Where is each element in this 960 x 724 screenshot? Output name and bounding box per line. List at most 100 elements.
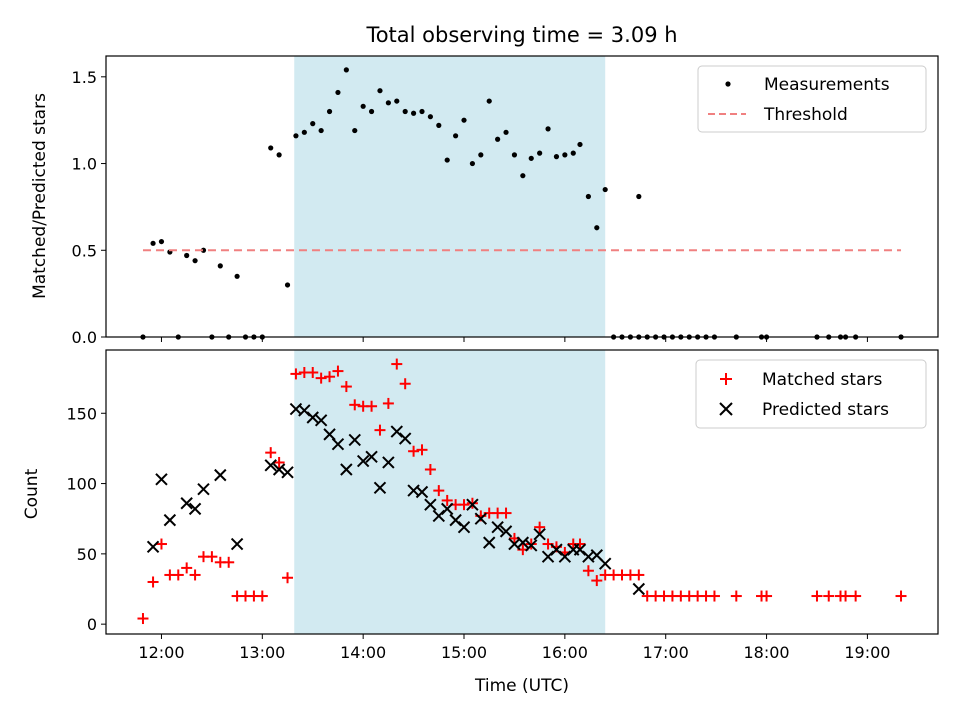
- measurement-point: [318, 127, 324, 134]
- predicted-star-point: [415, 485, 429, 499]
- measurement-point: [419, 108, 425, 115]
- measurement-point: [192, 258, 198, 264]
- measurement-point: [368, 108, 375, 115]
- measurement-point: [495, 136, 501, 142]
- measurement-point: [293, 133, 299, 139]
- matched-star-point: [256, 590, 268, 602]
- predicted-star-point: [632, 582, 646, 596]
- matched-star-point: [730, 590, 742, 602]
- matched-star-point: [290, 368, 302, 380]
- count-plot-ticks: 0 50 100 150 12:00 13:00 14:00 15:00 16:00 17:00 1…: [66, 404, 890, 662]
- count-y-axis-label: Count: [22, 468, 42, 519]
- ratio-legend-box: [697, 65, 927, 133]
- matched-star-point: [399, 378, 411, 390]
- measurement-point: [301, 129, 307, 135]
- measurement-point: [537, 150, 543, 156]
- predicted-star-point: [483, 536, 496, 549]
- measurement-point: [602, 186, 608, 193]
- measurement-point: [326, 108, 333, 115]
- ratio-plot-ticks: 0.0 0.5 1.0 1.5: [72, 68, 868, 347]
- matched-star-point: [761, 590, 773, 602]
- legend-x-marker: [719, 402, 733, 416]
- predicted-star-point: [306, 411, 319, 424]
- observing-window-span: [294, 56, 606, 337]
- x-tick-label: 16:00: [542, 643, 588, 662]
- measurement-point: [410, 110, 417, 116]
- measurement-point: [352, 127, 358, 134]
- ratio-plot-panel: 0.0 0.5 1.0 1.5 Total observing time = 3.09…: [30, 23, 939, 347]
- legend-dot-marker: [725, 81, 731, 87]
- predicted-star-point: [440, 502, 454, 516]
- count-plot-panel: 0 50 100 150 12:00 13:00 14:00 15:00 16:00 17:00 1…: [22, 349, 939, 696]
- predicted-star-point: [188, 502, 202, 516]
- x-tick-label: 18:00: [744, 643, 790, 662]
- x-tick-label: 19:00: [844, 643, 890, 662]
- measurement-point: [594, 225, 600, 231]
- predicted-star-point: [365, 450, 378, 464]
- y-tick-label: 1.0: [72, 155, 97, 174]
- measurement-point: [469, 160, 476, 167]
- matched-star-point: [340, 381, 352, 393]
- y-tick-label: 0: [87, 615, 97, 634]
- matched-star-point: [840, 590, 852, 602]
- ratio-y-axis-label: Matched/Predicted stars: [30, 93, 50, 299]
- measurement-point: [436, 122, 442, 128]
- predicted-star-point: [424, 498, 437, 511]
- measurement-point: [453, 133, 459, 139]
- predicted-star-point: [474, 512, 488, 525]
- measurement-point: [217, 263, 223, 269]
- matched-star-point: [574, 538, 586, 550]
- matched-star-point: [850, 590, 862, 602]
- predicted-star-point: [230, 537, 244, 551]
- legend-label-measurements: Measurements: [764, 75, 890, 95]
- measurement-point: [562, 152, 568, 158]
- matched-star-point: [458, 499, 470, 511]
- predicted-star-point: [516, 536, 530, 549]
- measurement-point: [528, 155, 534, 161]
- predicted-star-point: [382, 456, 395, 469]
- matched-star-point: [382, 397, 394, 409]
- measurement-point: [545, 126, 551, 132]
- measurement-point: [585, 193, 591, 200]
- predicted-star-point: [373, 481, 387, 494]
- matched-star-point: [441, 494, 453, 506]
- ratio-legend: Measurements Threshold: [697, 65, 927, 133]
- matched-star-point: [366, 400, 378, 412]
- legend-plus-marker: [720, 373, 732, 385]
- x-tick-label: 12:00: [138, 643, 184, 662]
- predicted-star-point: [348, 433, 361, 447]
- matched-star-point: [282, 572, 294, 584]
- measurement-point: [577, 141, 583, 148]
- count-plot-frame: [105, 349, 939, 635]
- measurement-point: [200, 247, 207, 253]
- matched-star-point: [315, 372, 327, 384]
- matched-star-point: [307, 366, 319, 378]
- matched-star-point: [324, 371, 336, 383]
- measurement-point: [394, 98, 400, 104]
- measurement-point: [284, 282, 291, 288]
- matched-star-point: [391, 358, 403, 370]
- matched-star-point: [265, 447, 277, 459]
- predicted-star-point: [314, 414, 328, 427]
- x-tick-label: 15:00: [441, 643, 487, 662]
- y-tick-label: 1.5: [72, 68, 97, 87]
- matched-star-point: [408, 445, 420, 457]
- matched-star-point: [433, 485, 445, 497]
- measurement-point: [511, 152, 518, 158]
- predicted-star-point: [155, 473, 168, 486]
- predicted-star-point: [214, 468, 227, 482]
- count-plot-marks: [137, 358, 907, 625]
- predicted-star-point: [499, 525, 513, 538]
- measurement-point: [377, 88, 383, 94]
- measurement-point: [520, 173, 526, 179]
- x-tick-label: 17:00: [643, 643, 689, 662]
- legend-label-threshold: Threshold: [763, 105, 848, 125]
- y-tick-label: 0.0: [72, 328, 97, 347]
- matched-star-point: [424, 464, 436, 476]
- predicted-star-point: [598, 557, 612, 570]
- y-tick-label: 100: [66, 475, 97, 494]
- measurement-point: [461, 117, 467, 123]
- count-legend-box: [695, 359, 927, 429]
- y-tick-label: 50: [77, 545, 97, 564]
